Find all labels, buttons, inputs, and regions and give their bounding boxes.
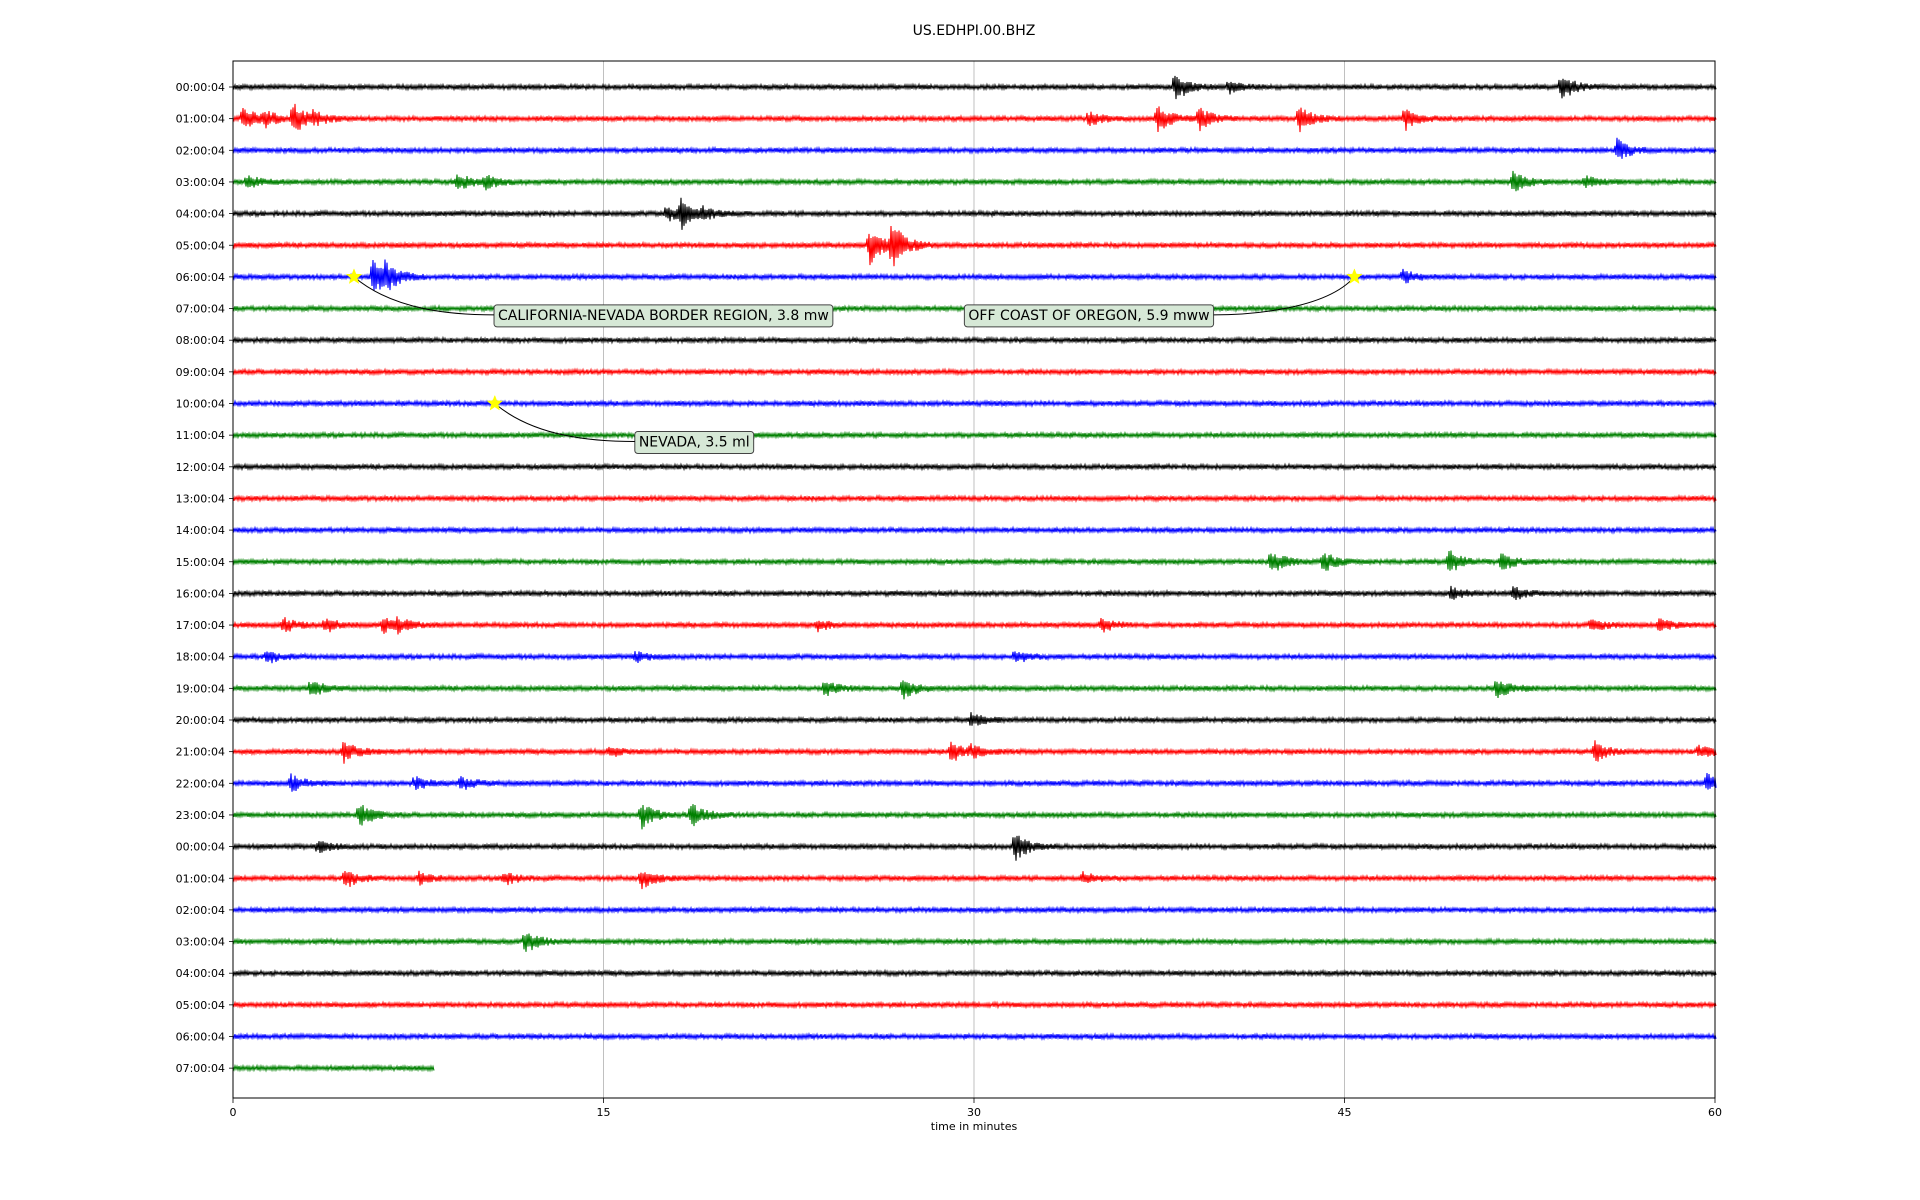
event-annotation: NEVADA, 3.5 ml bbox=[486, 394, 755, 454]
y-tick-label: 20:00:04 bbox=[176, 714, 225, 727]
y-tick-label: 16:00:04 bbox=[176, 587, 225, 600]
y-tick-label: 08:00:04 bbox=[176, 334, 225, 347]
trace-row-3 bbox=[232, 170, 1717, 192]
trace-row-16 bbox=[232, 585, 1717, 600]
event-star-icon bbox=[345, 268, 363, 284]
y-tick-labels: 00:00:04 01:00:04 02:00:04 03:00:04 04:00:04… bbox=[176, 81, 233, 1075]
trace-row-5 bbox=[232, 225, 1717, 267]
trace-row-9 bbox=[232, 367, 1717, 377]
trace-row-30 bbox=[232, 1031, 1717, 1042]
x-tick-label: 60 bbox=[1708, 1106, 1722, 1119]
y-tick-label: 00:00:04 bbox=[176, 841, 225, 854]
trace-row-2 bbox=[232, 137, 1717, 159]
seismic-traces bbox=[232, 75, 1717, 1073]
y-tick-label: 05:00:04 bbox=[176, 239, 225, 252]
event-annotation: CALIFORNIA-NEVADA BORDER REGION, 3.8 mw bbox=[345, 268, 834, 328]
y-tick-label: 22:00:04 bbox=[176, 777, 225, 790]
trace-row-17 bbox=[232, 616, 1717, 635]
trace-row-12 bbox=[232, 462, 1717, 472]
x-tick-label: 15 bbox=[597, 1106, 611, 1119]
event-label: NEVADA, 3.5 ml bbox=[639, 435, 750, 451]
y-tick-label: 06:00:04 bbox=[176, 1031, 225, 1044]
event-label: CALIFORNIA-NEVADA BORDER REGION, 3.8 mw bbox=[498, 308, 829, 324]
y-tick-label: 17:00:04 bbox=[176, 619, 225, 632]
y-tick-label: 21:00:04 bbox=[176, 746, 225, 759]
x-axis-ticks: 0 15 30 45 60 bbox=[230, 1098, 1722, 1119]
y-tick-label: 01:00:04 bbox=[176, 872, 225, 885]
trace-row-15 bbox=[232, 550, 1717, 571]
trace-row-11 bbox=[232, 430, 1717, 440]
event-connector bbox=[353, 276, 495, 316]
event-annotation: OFF COAST OF OREGON, 5.9 mww bbox=[963, 268, 1363, 328]
trace-row-26 bbox=[232, 905, 1717, 915]
trace-row-25 bbox=[232, 870, 1717, 890]
y-tick-label: 07:00:04 bbox=[176, 1062, 225, 1075]
y-tick-label: 11:00:04 bbox=[176, 429, 225, 442]
y-tick-label: 12:00:04 bbox=[176, 461, 225, 474]
y-tick-label: 04:00:04 bbox=[176, 967, 225, 980]
y-tick-label: 02:00:04 bbox=[176, 904, 225, 917]
y-tick-label: 06:00:04 bbox=[176, 271, 225, 284]
x-tick-label: 45 bbox=[1338, 1106, 1352, 1119]
event-label-box bbox=[634, 431, 755, 454]
event-connector bbox=[494, 403, 635, 442]
y-tick-label: 18:00:04 bbox=[176, 651, 225, 664]
trace-row-8 bbox=[232, 335, 1717, 345]
trace-row-21 bbox=[232, 740, 1717, 764]
trace-row-29 bbox=[232, 1000, 1717, 1010]
x-tick-label: 30 bbox=[967, 1106, 981, 1119]
y-tick-label: 05:00:04 bbox=[176, 999, 225, 1012]
y-tick-label: 19:00:04 bbox=[176, 682, 225, 695]
event-star-icon bbox=[1346, 268, 1363, 284]
y-tick-label: 02:00:04 bbox=[176, 144, 225, 157]
y-tick-label: 13:00:04 bbox=[176, 492, 225, 505]
y-tick-label: 00:00:04 bbox=[176, 81, 225, 94]
trace-row-6 bbox=[232, 259, 1717, 291]
event-annotations: CALIFORNIA-NEVADA BORDER REGION, 3.8 mw O… bbox=[345, 268, 1363, 454]
event-label-box bbox=[963, 304, 1215, 328]
x-tick-label: 0 bbox=[230, 1106, 237, 1119]
trace-row-10 bbox=[232, 398, 1717, 409]
y-tick-label: 14:00:04 bbox=[176, 524, 225, 537]
event-label: OFF COAST OF OREGON, 5.9 mww bbox=[968, 308, 1209, 324]
y-tick-label: 09:00:04 bbox=[176, 366, 225, 379]
trace-row-14 bbox=[232, 525, 1717, 535]
trace-row-22 bbox=[232, 772, 1717, 792]
trace-row-23 bbox=[232, 804, 1717, 830]
y-tick-label: 10:00:04 bbox=[176, 398, 225, 411]
trace-row-24 bbox=[232, 835, 1717, 861]
trace-row-19 bbox=[232, 680, 1717, 700]
y-tick-label: 07:00:04 bbox=[176, 303, 225, 316]
event-label-box bbox=[493, 304, 834, 328]
chart-title: US.EDHPI.00.BHZ bbox=[913, 23, 1036, 39]
y-tick-label: 01:00:04 bbox=[176, 113, 225, 126]
trace-row-28 bbox=[232, 968, 1717, 978]
y-tick-label: 03:00:04 bbox=[176, 936, 225, 949]
y-tick-label: 15:00:04 bbox=[176, 556, 225, 569]
x-axis-label: time in minutes bbox=[931, 1120, 1018, 1133]
trace-row-13 bbox=[232, 493, 1717, 503]
trace-row-18 bbox=[232, 651, 1717, 664]
grid-lines bbox=[603, 61, 1345, 1098]
y-tick-label: 23:00:04 bbox=[176, 809, 225, 822]
trace-row-27 bbox=[232, 933, 1717, 952]
y-tick-label: 04:00:04 bbox=[176, 208, 225, 221]
event-star-icon bbox=[486, 394, 504, 411]
trace-row-31 bbox=[232, 1063, 435, 1073]
trace-row-0 bbox=[232, 75, 1717, 100]
trace-row-4 bbox=[232, 197, 1717, 230]
trace-row-1 bbox=[232, 103, 1717, 133]
y-tick-label: 03:00:04 bbox=[176, 176, 225, 189]
trace-row-20 bbox=[232, 712, 1717, 726]
event-connector bbox=[1213, 276, 1355, 316]
